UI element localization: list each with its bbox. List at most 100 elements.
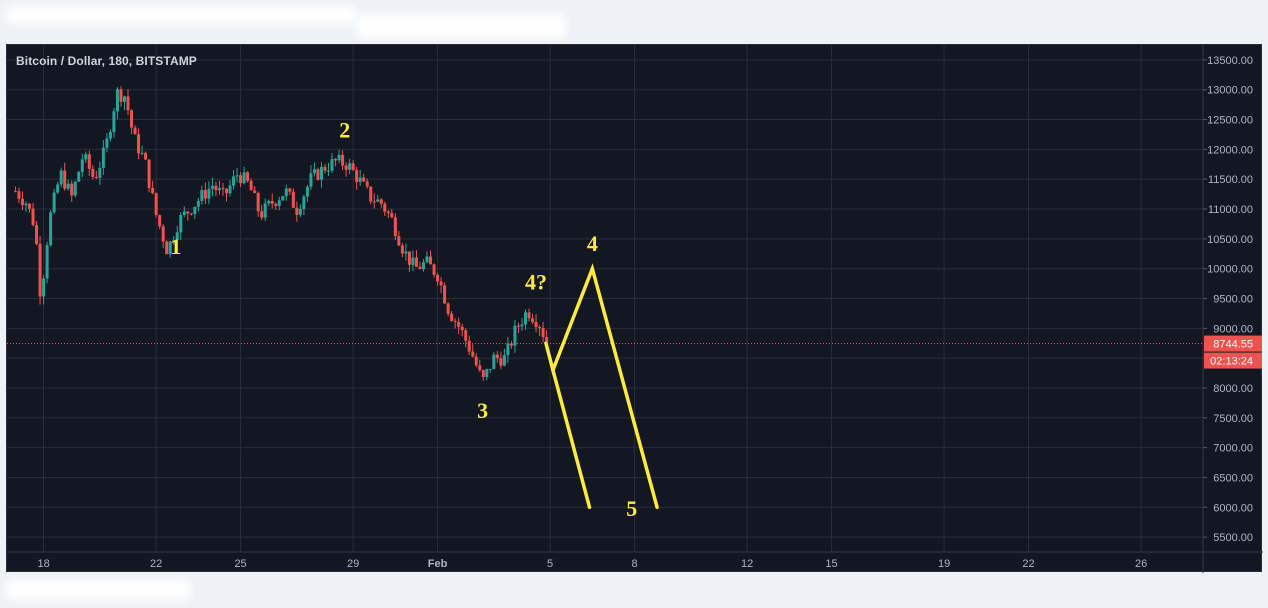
candle-body <box>446 303 450 314</box>
candle-body <box>527 312 531 319</box>
candle-body <box>460 326 464 331</box>
candle-body <box>232 176 236 186</box>
candle-body <box>56 184 60 193</box>
x-tick-label: 18 <box>37 558 49 570</box>
candle-body <box>122 96 126 102</box>
candle-body <box>263 203 267 218</box>
candle-body <box>450 313 454 321</box>
candle-body <box>369 186 373 202</box>
y-tick-label: 11500.00 <box>1208 174 1253 186</box>
y-tick-label: 6000.00 <box>1213 502 1253 514</box>
candle-body <box>207 188 211 199</box>
candle-body <box>256 192 260 212</box>
candle-body <box>24 203 28 206</box>
candle-body <box>379 199 383 204</box>
candle-body <box>200 190 204 202</box>
candle-body <box>49 212 53 246</box>
candle-body <box>270 200 274 204</box>
candle-body <box>355 170 359 182</box>
candle-body <box>66 183 70 189</box>
x-tick-label: 25 <box>234 558 246 570</box>
candle-body <box>249 180 253 191</box>
candle-body <box>312 169 316 174</box>
candle-body <box>63 170 67 189</box>
candle-body <box>390 213 394 218</box>
candle-body <box>28 203 32 209</box>
y-tick-label: 7500.00 <box>1213 413 1253 425</box>
candle-body <box>182 211 186 216</box>
candle-body <box>246 172 250 181</box>
candle-body <box>179 215 183 233</box>
candle-body <box>327 170 331 172</box>
candle-body <box>298 208 302 215</box>
candle-body <box>400 245 404 254</box>
candle-body <box>284 188 288 197</box>
candle-body <box>295 207 299 215</box>
x-tick-label: 22 <box>150 558 162 570</box>
candles-group <box>13 86 549 381</box>
candle-body <box>495 354 499 359</box>
candle-body <box>87 154 91 169</box>
candle-body <box>478 365 482 371</box>
candle-body <box>98 167 102 178</box>
candle-body <box>52 192 56 213</box>
candle-body <box>453 320 457 322</box>
last-price-label: 8744.55 <box>1213 339 1253 351</box>
wave-label: 2 <box>339 117 350 142</box>
candle-body <box>239 175 243 184</box>
candle-body <box>31 208 35 226</box>
candle-body <box>481 370 485 377</box>
y-tick-label: 12000.00 <box>1207 144 1253 156</box>
candle-body <box>35 225 39 244</box>
candle-body <box>186 211 190 214</box>
candle-body <box>221 188 225 190</box>
wave-label: 4? <box>525 270 547 295</box>
candle-body <box>291 191 295 208</box>
candle-body <box>203 190 207 199</box>
candle-body <box>506 343 510 356</box>
candle-body <box>545 337 549 344</box>
candle-body <box>411 257 415 265</box>
y-tick-label: 10500.00 <box>1207 234 1253 246</box>
candle-body <box>319 166 323 180</box>
candle-body <box>429 256 433 265</box>
x-tick-label: 12 <box>741 558 753 570</box>
candle-body <box>443 285 447 304</box>
candle-body <box>362 177 366 182</box>
candle-body <box>534 321 538 328</box>
symbol-title: Bitcoin / Dollar, 180, BITSTAMP <box>16 54 197 68</box>
candle-body <box>59 170 63 185</box>
x-tick-label: 22 <box>1022 558 1034 570</box>
candle-body <box>45 245 49 279</box>
wave-label: 1 <box>170 234 181 259</box>
candle-body <box>151 187 155 194</box>
candle-body <box>101 147 105 168</box>
candle-body <box>119 89 123 102</box>
y-tick-label: 5500.00 <box>1213 532 1253 544</box>
candle-body <box>84 154 88 160</box>
candle-body <box>147 159 151 188</box>
wave-label: 5 <box>626 496 637 521</box>
price-chart[interactable]: 13500.00 13000.00 12500.00 12000.00 11500.00… <box>7 45 1263 573</box>
x-tick-label: 29 <box>347 558 359 570</box>
candle-body <box>168 241 172 255</box>
candle-body <box>126 96 130 111</box>
candle-body <box>376 199 380 202</box>
redacted-banner-top-2 <box>356 14 566 38</box>
candle-body <box>524 312 528 325</box>
chart-panel[interactable]: 13500.00 13000.00 12500.00 12000.00 11500.00… <box>6 44 1263 573</box>
candle-body <box>77 171 81 182</box>
candle-body <box>112 111 116 132</box>
x-tick-label: 8 <box>631 558 637 570</box>
candle-body <box>235 175 239 177</box>
candle-body <box>94 176 98 178</box>
candle-body <box>105 138 109 148</box>
candle-body <box>383 203 387 212</box>
y-tick-label: 12500.00 <box>1207 115 1253 127</box>
candle-body <box>165 241 169 255</box>
candle-body <box>316 169 320 180</box>
candle-body <box>260 211 264 218</box>
candle-body <box>225 188 229 194</box>
candle-body <box>337 154 341 161</box>
candle-body <box>457 321 461 327</box>
